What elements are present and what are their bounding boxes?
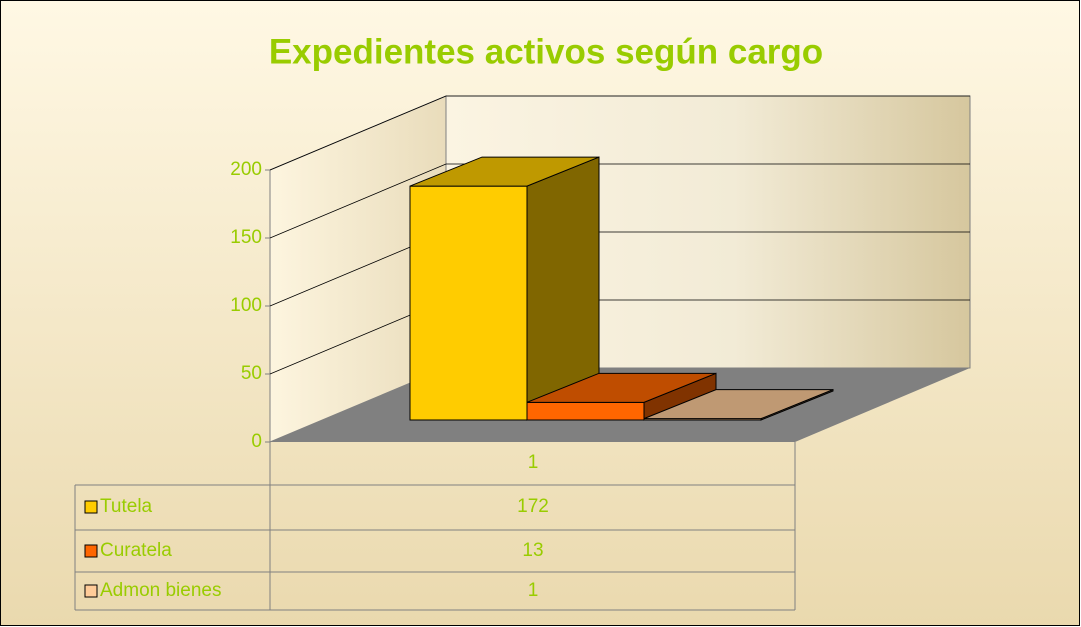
- table-value: 172: [517, 496, 549, 517]
- y-tick-label: 150: [230, 227, 262, 248]
- bar-front: [409, 185, 528, 421]
- legend-label: Tutela: [100, 496, 153, 517]
- table-value: 13: [522, 540, 543, 561]
- table-value: 1: [528, 580, 539, 601]
- y-tick-label: 200: [230, 159, 262, 180]
- grid-line: [269, 163, 970, 239]
- category-label: 1: [528, 452, 539, 473]
- bar-front: [526, 401, 645, 421]
- legend-swatch: [84, 584, 98, 598]
- y-tick-label: 0: [251, 431, 262, 452]
- grid-line: [269, 95, 970, 171]
- bar-top: [643, 389, 834, 420]
- legend-swatch: [84, 500, 98, 514]
- chart-title: Expedientes activos según cargo: [269, 32, 823, 71]
- legend-label: Curatela: [100, 540, 172, 561]
- legend-label: Admon bienes: [100, 580, 221, 601]
- bar-top: [409, 156, 600, 187]
- y-tick-label: 100: [230, 295, 262, 316]
- legend-swatch: [84, 544, 98, 558]
- y-tick-label: 50: [241, 363, 262, 384]
- bar-top: [526, 372, 717, 403]
